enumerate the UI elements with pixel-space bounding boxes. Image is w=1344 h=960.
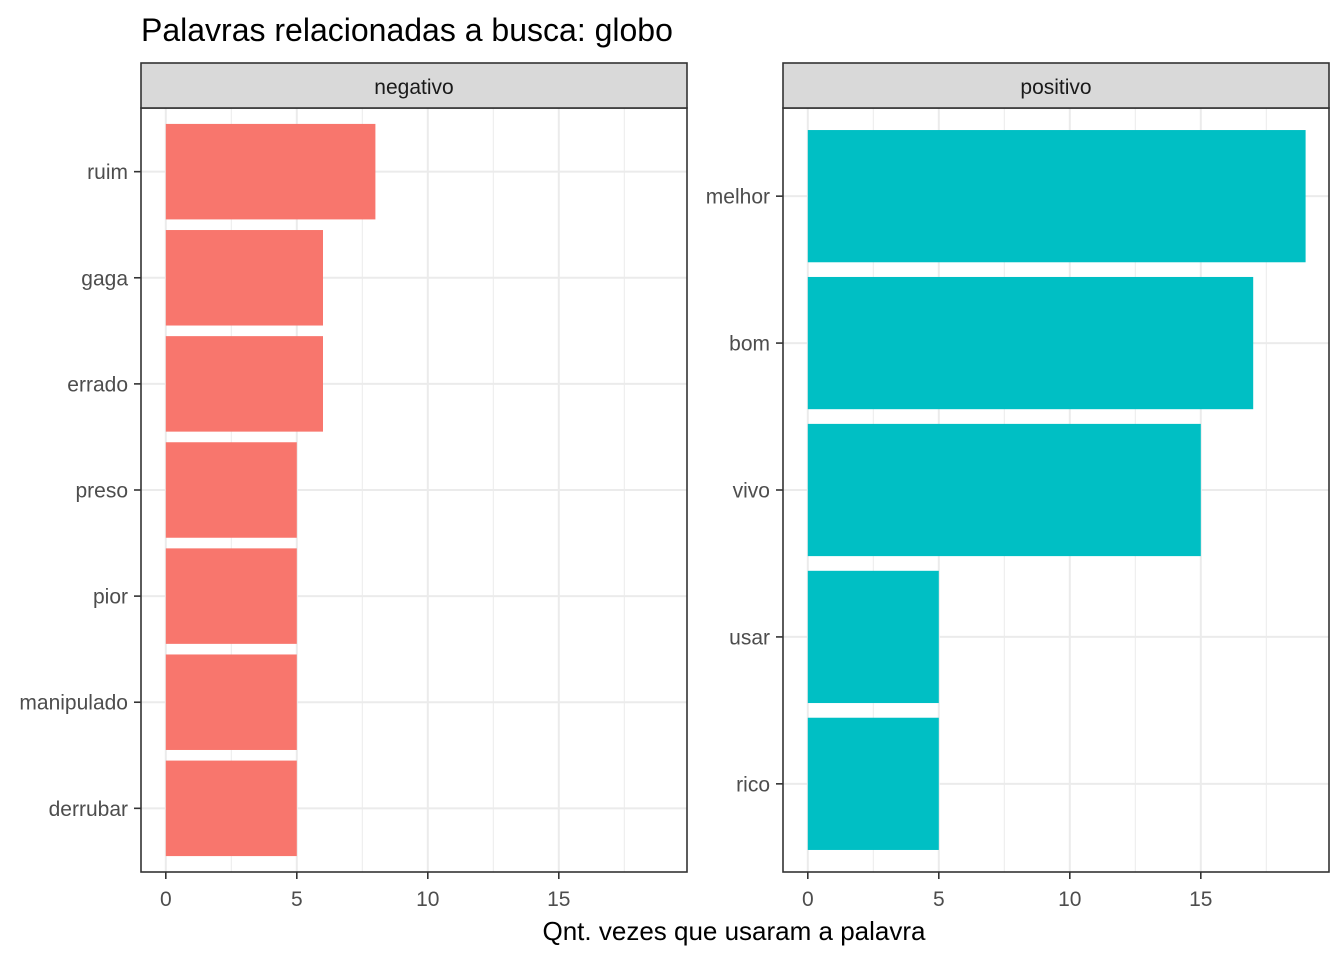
y-tick-label: errado (67, 373, 128, 396)
bar-usar (807, 570, 939, 704)
x-axis-title: Qnt. vezes que usaram a palavra (543, 916, 927, 946)
chart-title: Palavras relacionadas a busca: globo (141, 12, 673, 48)
y-tick-label: manipulado (19, 692, 128, 715)
facet-strip (782, 62, 1330, 109)
facet-panel-positivo: positivo melhor bom vivo usar rico 0 5 10 15 (706, 62, 1330, 911)
y-tick-label: melhor (706, 186, 770, 209)
y-tick-label: derrubar (49, 798, 128, 821)
facet-strip-label: positivo (1020, 76, 1091, 99)
facet-strip-label: negativo (374, 76, 453, 99)
y-tick-label: vivo (733, 480, 770, 503)
y-tick-label: gaga (81, 267, 128, 290)
x-tick-label: 10 (1058, 888, 1081, 911)
bar-derrubar (165, 760, 297, 857)
facet-panels: negativo ruim gaga errado preso pior manipulad… (19, 62, 1330, 911)
x-tick-label: 15 (1189, 888, 1212, 911)
y-tick-label: pior (93, 586, 128, 609)
x-tick-label: 5 (291, 888, 303, 911)
facet-strip (140, 62, 688, 109)
x-tick-label: 5 (933, 888, 945, 911)
x-tick-label: 15 (547, 888, 570, 911)
x-tick-label: 0 (160, 888, 172, 911)
y-tick-label: ruim (87, 161, 128, 184)
y-tick-label: preso (75, 480, 128, 503)
bar-melhor (807, 130, 1306, 263)
bar-errado (165, 336, 323, 432)
y-tick-label: bom (729, 333, 770, 356)
x-tick-label: 10 (416, 888, 439, 911)
bar-rico (807, 717, 939, 850)
bar-manipulado (165, 654, 297, 750)
facet-panel-negativo: negativo ruim gaga errado preso pior manipulad… (19, 62, 688, 911)
bar-vivo (807, 423, 1201, 557)
bar-preso (165, 442, 297, 538)
y-tick-label: rico (736, 773, 770, 796)
y-tick-label: usar (729, 626, 770, 649)
bar-gaga (165, 230, 323, 326)
x-tick-label: 0 (802, 888, 814, 911)
bar-pior (165, 548, 297, 644)
bar-ruim (165, 123, 376, 220)
bar-bom (807, 276, 1254, 410)
